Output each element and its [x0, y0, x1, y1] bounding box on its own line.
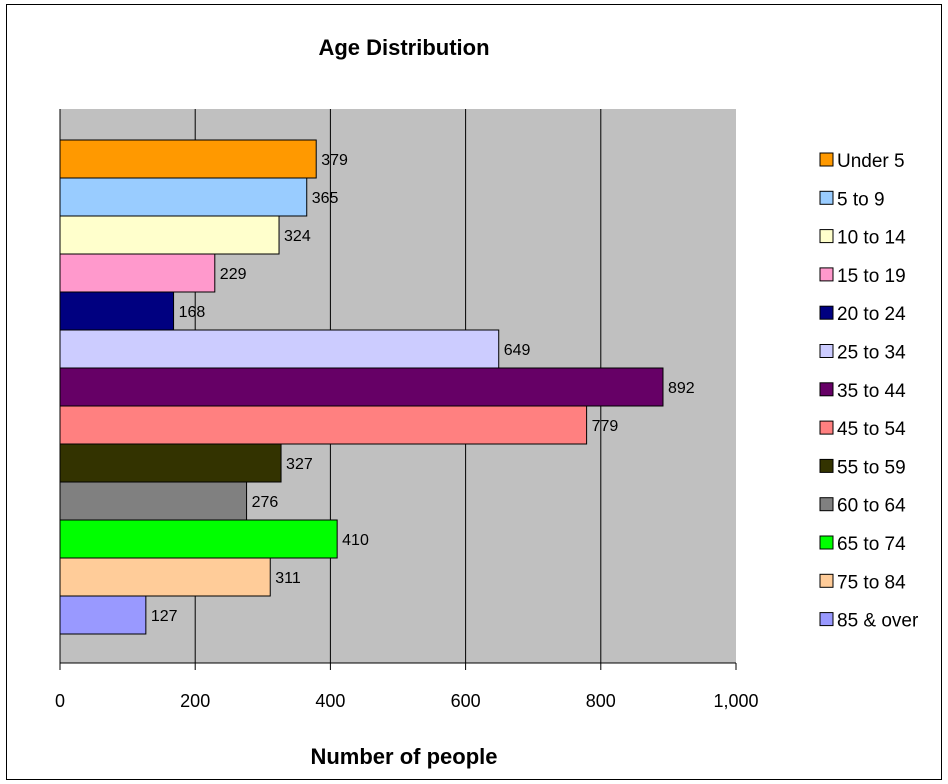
data-label: 311: [275, 570, 301, 587]
legend-swatch: [819, 305, 834, 320]
legend-label: 25 to 34: [837, 343, 906, 364]
chart-title: Age Distribution: [318, 35, 489, 60]
legend-swatch: [819, 229, 834, 244]
x-tick-label: 400: [315, 691, 345, 711]
data-label: 276: [252, 494, 279, 511]
legend-swatch: [819, 267, 834, 282]
legend-swatch: [819, 382, 834, 397]
data-label: 229: [220, 266, 247, 283]
bar: [59, 177, 308, 217]
bar: [59, 253, 216, 293]
legend: Under 5 5 to 9 10 to 14 15 to 19 20 to 24 25 …: [819, 151, 919, 632]
legend-label: 15 to 19: [837, 266, 906, 287]
legend-label: 75 to 84: [837, 572, 906, 593]
bar: [59, 215, 280, 255]
legend-swatch: [819, 497, 834, 512]
x-axis: 0 200 400 600 800 1,000: [55, 109, 759, 711]
bar: [59, 367, 664, 407]
legend-label: 20 to 24: [837, 304, 906, 325]
x-tick-label: 600: [451, 691, 481, 711]
legend-swatch: [819, 458, 834, 473]
data-label: 127: [151, 608, 178, 625]
x-tick-label: 800: [586, 691, 616, 711]
legend-label: 10 to 14: [837, 228, 906, 249]
data-label: 365: [312, 190, 339, 207]
bar: [59, 481, 248, 521]
legend-swatch: [819, 535, 834, 550]
legend-label: 5 to 9: [837, 189, 885, 210]
bar: [59, 405, 588, 445]
x-tick-label: 200: [180, 691, 210, 711]
legend-swatch: [819, 573, 834, 588]
data-label: 327: [286, 456, 313, 473]
bars: 379 365 324 229 168 649 892 779 327 276 410 311 127: [59, 139, 695, 635]
legend-label: 85 & over: [837, 611, 919, 632]
bar: [59, 329, 500, 369]
data-label: 324: [284, 228, 311, 245]
data-label: 168: [179, 304, 206, 321]
chart-svg: Age Distribution 379 365 324 229 168 649 892 77…: [55, 35, 919, 769]
bar: [59, 595, 147, 635]
legend-label: Under 5: [837, 151, 905, 172]
legend-label: 65 to 74: [837, 534, 906, 555]
bar: [59, 139, 317, 179]
legend-swatch: [819, 420, 834, 435]
data-label: 649: [504, 342, 531, 359]
x-tick-label: 0: [55, 691, 65, 711]
data-label: 410: [342, 532, 369, 549]
x-tick-label: 1,000: [713, 691, 758, 711]
legend-swatch: [819, 152, 834, 167]
data-label: 892: [668, 380, 695, 397]
bar: [59, 291, 175, 331]
x-axis-title: Number of people: [310, 744, 497, 769]
legend-swatch: [819, 344, 834, 358]
legend-label: 35 to 44: [837, 381, 906, 402]
legend-swatch: [819, 612, 834, 627]
data-label: 379: [321, 152, 348, 169]
bar: [59, 443, 282, 483]
legend-swatch: [819, 190, 834, 205]
legend-label: 55 to 59: [837, 457, 906, 478]
data-label: 779: [592, 418, 619, 435]
legend-label: 45 to 54: [837, 419, 906, 440]
bar: [59, 519, 338, 559]
legend-label: 60 to 64: [837, 496, 906, 517]
chart-frame: Age Distribution 379 365 324 229 168 649 892 77…: [6, 4, 942, 780]
bar: [59, 557, 271, 597]
